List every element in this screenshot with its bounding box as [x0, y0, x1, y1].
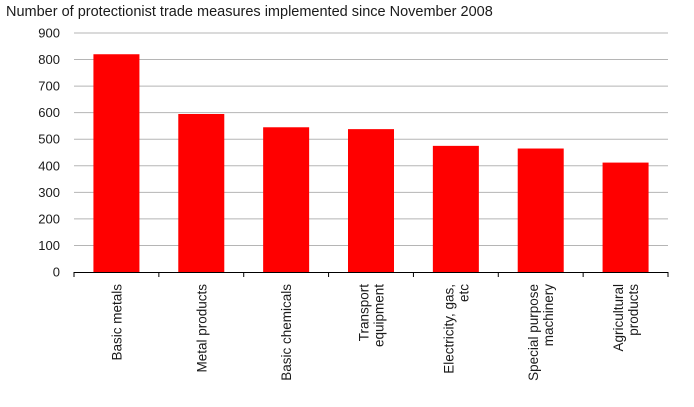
x-tick-label-line: etc [456, 284, 471, 302]
y-tick-label: 0 [53, 265, 60, 280]
x-tick-label: Basic chemicals [279, 284, 294, 381]
y-tick-label: 700 [38, 79, 60, 94]
bar [178, 113, 225, 272]
x-tick-label: Metal products [194, 284, 209, 373]
x-tick-label-line: Basic chemicals [279, 284, 294, 381]
y-tick-label: 300 [38, 185, 60, 200]
y-tick-label: 100 [38, 238, 60, 253]
bar [348, 129, 394, 272]
x-tick-label: Transport equipment [357, 284, 387, 347]
bar [263, 127, 310, 273]
bar [432, 145, 479, 272]
y-tick-label: 400 [38, 158, 60, 173]
x-tick-label: Electricity, gas, etc [441, 284, 471, 374]
x-tick-label: Special purpose machinery [526, 284, 556, 381]
x-tick-label-line: Agricultural [611, 284, 626, 352]
bar [602, 162, 649, 272]
y-tick-label: 500 [38, 132, 60, 147]
chart-title: Number of protectionist trade measures i… [6, 4, 493, 20]
bar [93, 54, 140, 272]
x-tick-label-line: machinery [541, 284, 556, 347]
x-tick-label: Agricultural products [611, 284, 641, 352]
bar [517, 148, 564, 272]
x-tick-label-line: Metal products [194, 284, 209, 373]
x-tick-label-line: equipment [372, 284, 387, 347]
y-tick-label: 600 [38, 105, 60, 120]
x-tick-label-line: Basic metals [109, 284, 124, 361]
x-tick-label-line: Transport [357, 284, 372, 342]
y-tick-label: 800 [38, 52, 60, 67]
x-tick-label: Basic metals [109, 284, 124, 361]
y-tick-label: 200 [38, 211, 60, 226]
y-tick-label: 900 [38, 26, 60, 41]
x-tick-label-line: Special purpose [526, 284, 541, 381]
x-tick-label-line: products [626, 284, 641, 336]
x-tick-label-line: Electricity, gas, [441, 284, 456, 374]
